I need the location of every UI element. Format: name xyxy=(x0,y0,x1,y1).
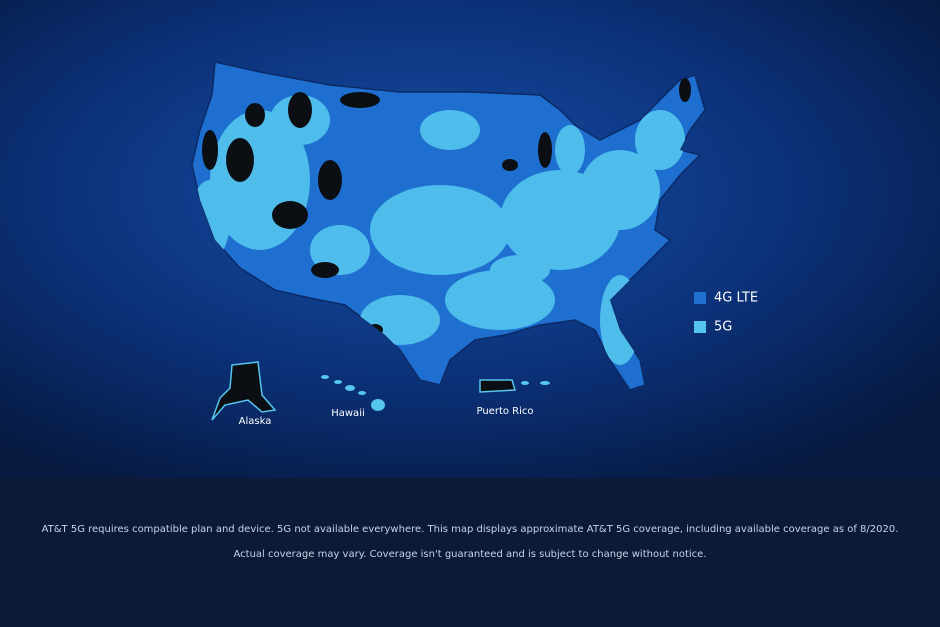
alaska-shape xyxy=(211,361,277,421)
hawaii-shape xyxy=(321,375,385,411)
puerto-rico-label: Puerto Rico xyxy=(476,406,533,417)
footer-band xyxy=(0,478,940,627)
disclaimer-line: Actual coverage may vary. Coverage isn't… xyxy=(233,549,707,560)
legend-label: 5G xyxy=(714,320,732,335)
disclaimer-line: AT&T 5G requires compatible plan and dev… xyxy=(41,524,899,535)
alaska-label: Alaska xyxy=(239,416,272,427)
legend: 4G LTE 5G xyxy=(694,291,758,335)
legend-label: 4G LTE xyxy=(714,291,758,306)
legend-swatch xyxy=(694,321,706,333)
puerto-rico-shape xyxy=(479,379,516,393)
legend-swatch xyxy=(694,292,706,304)
territories xyxy=(211,361,550,421)
hawaii-label: Hawaii xyxy=(331,408,365,419)
